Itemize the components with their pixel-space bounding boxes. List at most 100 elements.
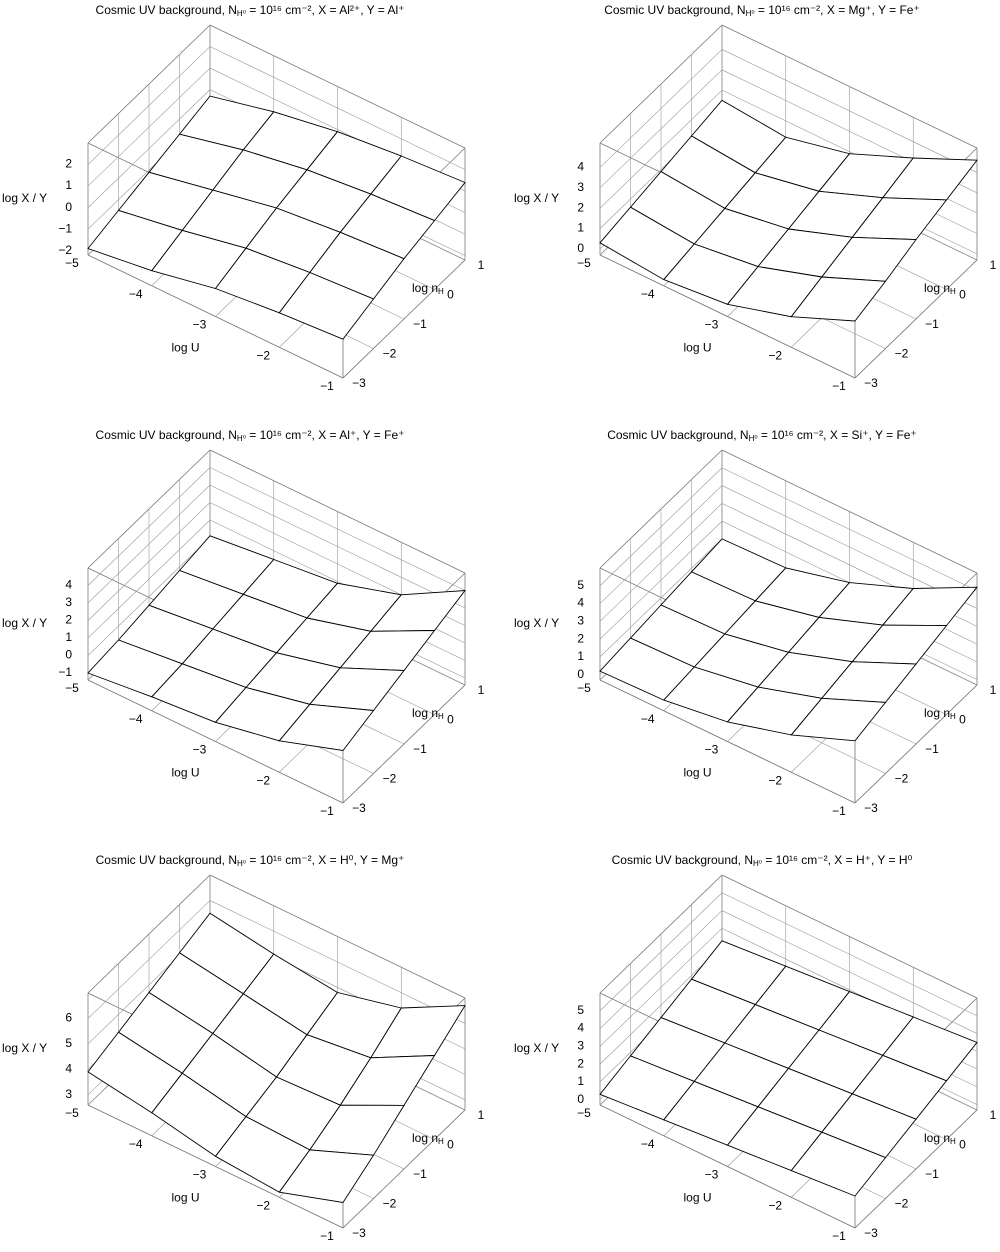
z-tick-label: 0 <box>577 1092 584 1106</box>
y-axis-label-part: log n <box>412 1131 438 1145</box>
x-tick-label: −4 <box>129 712 143 726</box>
chart-title-part: Cosmic UV background, N <box>96 428 237 442</box>
y-tick-label: 1 <box>990 1108 997 1122</box>
z-tick-label: 2 <box>577 631 584 645</box>
z-tick-label: −2 <box>58 243 72 257</box>
z-tick-label: 1 <box>65 630 72 644</box>
x-axis-label: log U <box>683 341 711 355</box>
box-edge <box>854 1109 978 1229</box>
z-tick-label: 2 <box>65 157 72 171</box>
y-axis-label-part: H <box>950 1137 956 1146</box>
x-tick-label: −5 <box>65 681 79 695</box>
z-axis-label: log X / Y <box>2 191 47 205</box>
x-tick-label: −2 <box>256 1198 270 1212</box>
chart-title-part: H⁰ <box>749 434 758 443</box>
x-tick-label: −2 <box>768 773 782 787</box>
box-edge <box>599 679 856 804</box>
z-tick-label: 5 <box>577 1003 584 1017</box>
chart-title: Cosmic UV background, NH⁰ = 10¹⁶ cm⁻², X… <box>96 3 405 18</box>
y-tick-label: −3 <box>864 376 878 390</box>
box-edge <box>342 684 466 804</box>
x-tick-label: −5 <box>577 1106 591 1120</box>
y-tick-label: 0 <box>447 1138 454 1152</box>
y-tick-label: 0 <box>959 713 966 727</box>
x-axis-label: log U <box>171 341 199 355</box>
chart-title-part: H⁰ <box>746 9 755 18</box>
y-tick-label: −2 <box>383 347 397 361</box>
z-tick-label: 0 <box>577 667 584 681</box>
z-tick-label: 1 <box>65 178 72 192</box>
z-tick-label: 2 <box>577 1056 584 1070</box>
z-tick-label: 5 <box>65 1036 72 1050</box>
z-tick-label: −1 <box>58 221 72 235</box>
y-tick-label: −3 <box>352 801 366 815</box>
x-tick-label: −4 <box>641 287 655 301</box>
y-tick-label: −1 <box>413 1167 427 1181</box>
y-tick-label: −3 <box>864 801 878 815</box>
chart-title-part: H⁰ <box>237 9 246 18</box>
box-edge <box>599 254 856 379</box>
z-tick-label: 6 <box>65 1011 72 1025</box>
box-edge <box>87 679 344 804</box>
y-tick-label: 1 <box>478 1108 485 1122</box>
x-axis-label: log U <box>171 766 199 780</box>
box-edge <box>87 1104 344 1229</box>
y-axis-label: log nH <box>924 706 956 721</box>
z-tick-label: 3 <box>65 1087 72 1101</box>
chart-title-part: = 10¹⁶ cm⁻², X = Mg⁺, Y = Fe⁺ <box>755 3 920 17</box>
x-tick-label: −1 <box>832 379 846 393</box>
surface-patch <box>790 1131 887 1197</box>
y-tick-label: −2 <box>383 772 397 786</box>
box-edge <box>342 1109 466 1229</box>
y-tick-label: −3 <box>864 1226 878 1240</box>
box-edge <box>87 254 344 379</box>
y-tick-label: 1 <box>990 683 997 697</box>
z-tick-label: 4 <box>577 596 584 610</box>
panel: Cosmic UV background, NH⁰ = 10¹⁶ cm⁻², X… <box>2 853 485 1243</box>
y-tick-label: −2 <box>895 1197 909 1211</box>
chart-title-part: H⁰ <box>753 859 762 868</box>
chart-title-part: Cosmic UV background, N <box>96 853 237 867</box>
x-axis-label: log U <box>683 766 711 780</box>
panel: Cosmic UV background, NH⁰ = 10¹⁶ cm⁻², X… <box>2 3 485 393</box>
y-tick-label: −1 <box>925 742 939 756</box>
chart-title-part: H⁰ <box>237 434 246 443</box>
x-tick-label: −1 <box>320 804 334 818</box>
z-axis-label: log X / Y <box>2 616 47 630</box>
chart-title-part: Cosmic UV background, N <box>612 853 753 867</box>
x-tick-label: −1 <box>320 1229 334 1243</box>
x-tick-label: −3 <box>193 1168 207 1182</box>
chart-title: Cosmic UV background, NH⁰ = 10¹⁶ cm⁻², X… <box>604 3 920 18</box>
x-tick-label: −2 <box>768 348 782 362</box>
x-tick-label: −4 <box>129 287 143 301</box>
y-axis-label: log nH <box>412 706 444 721</box>
y-tick-label: −1 <box>925 1167 939 1181</box>
z-tick-label: 3 <box>65 595 72 609</box>
y-axis-label-part: log n <box>412 281 438 295</box>
z-tick-label: 1 <box>577 649 584 663</box>
y-tick-label: 0 <box>447 713 454 727</box>
x-axis-label: log U <box>683 1191 711 1205</box>
chart-title-part: = 10¹⁶ cm⁻², X = Al⁺, Y = Fe⁺ <box>246 428 405 442</box>
x-tick-label: −4 <box>641 1137 655 1151</box>
y-axis-label-part: H <box>950 712 956 721</box>
chart-title-part: Cosmic UV background, N <box>96 3 237 17</box>
chart-title: Cosmic UV background, NH⁰ = 10¹⁶ cm⁻², X… <box>607 428 917 443</box>
y-tick-label: 1 <box>990 258 997 272</box>
y-axis-label-part: H <box>438 1137 444 1146</box>
z-tick-label: 5 <box>577 578 584 592</box>
z-axis-label: log X / Y <box>2 1041 47 1055</box>
surface-patch <box>278 1149 375 1203</box>
z-tick-label: 0 <box>65 648 72 662</box>
y-axis-label-part: H <box>438 712 444 721</box>
y-axis-label-part: log n <box>412 706 438 720</box>
z-tick-label: 0 <box>577 241 584 255</box>
z-axis-label: log X / Y <box>514 616 559 630</box>
y-tick-label: −1 <box>925 317 939 331</box>
z-axis-label: log X / Y <box>514 191 559 205</box>
y-tick-label: −2 <box>383 1197 397 1211</box>
surface-patch <box>278 271 375 340</box>
y-axis-label: log nH <box>924 1131 956 1146</box>
chart-title-part: = 10¹⁶ cm⁻², X = H⁰, Y = Mg⁺ <box>246 853 404 867</box>
chart-title-part: Cosmic UV background, N <box>607 428 748 442</box>
